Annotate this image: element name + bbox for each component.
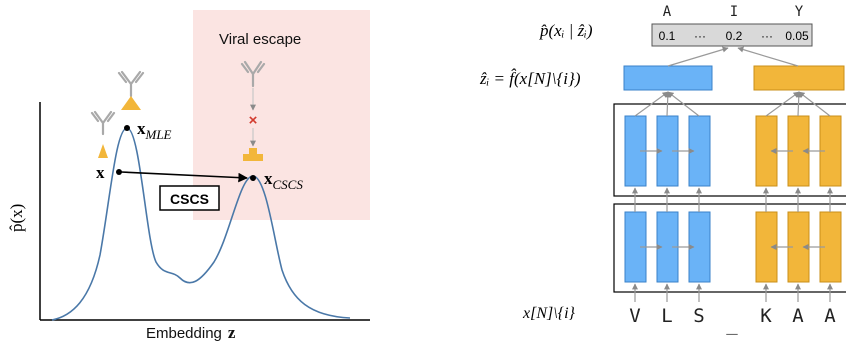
- output-ellipsis: ···: [694, 29, 706, 43]
- antigen-cscs-icon: [243, 148, 263, 161]
- lstm-layer-1-cells: [624, 211, 842, 283]
- output-distribution-box: [651, 23, 813, 47]
- connector-arrow: [667, 46, 729, 67]
- z-hat-blue-embedding: [623, 65, 713, 91]
- input-token: K: [760, 305, 772, 327]
- output-value: 0.2: [726, 29, 743, 43]
- prob-label: p̂(xᵢ | ẑᵢ): [539, 21, 593, 40]
- escape-mark-icon: ×: [249, 112, 258, 129]
- point-x: [116, 169, 122, 175]
- vertical-arrows: [632, 91, 833, 212]
- lstm-layer-2-cells: [624, 115, 842, 187]
- input-arrows: [632, 283, 833, 302]
- viral-escape-label: Viral escape: [219, 31, 301, 48]
- z-hat-orange-embedding: [753, 65, 845, 91]
- input-token: L: [661, 305, 672, 327]
- input-token: A: [824, 305, 836, 327]
- label-x: x: [96, 163, 105, 182]
- antibody-icon: [90, 110, 116, 136]
- input-label: x[N]\{i}: [522, 305, 576, 322]
- label-x-mle: xMLE: [137, 119, 172, 142]
- cscs-method-box: [159, 185, 220, 211]
- viral-escape-region: [193, 10, 370, 220]
- output-ellipsis: ···: [761, 29, 773, 43]
- z-hat-label: ẑᵢ = f̂(x[N]\{i}): [479, 68, 581, 88]
- lstm-layer-1-frame: [613, 203, 846, 293]
- cscs-method-label: CSCS: [170, 191, 209, 207]
- input-token: S: [693, 305, 704, 327]
- label-x-cscs: xCSCS: [264, 169, 303, 192]
- recurrent-arrows: [640, 148, 825, 250]
- antigen-x-icon: [98, 144, 108, 158]
- connector-arrow: [737, 46, 799, 67]
- lstm-layer-2-frame: [613, 103, 846, 197]
- antibody-icon: [117, 70, 145, 98]
- y-axis-label: p̂(x): [7, 204, 26, 232]
- antibody-icon: [240, 60, 266, 88]
- output-value: 0.05: [785, 29, 809, 43]
- point-mle: [124, 125, 130, 131]
- cscs-arrow: [120, 171, 248, 183]
- output-letter-y: Y: [795, 4, 804, 20]
- input-token: A: [792, 305, 804, 327]
- input-token: V: [629, 305, 640, 327]
- antigen-mle-icon: [121, 96, 141, 110]
- output-value: 0.1: [659, 29, 676, 43]
- input-token-masked: _: [726, 313, 738, 335]
- density-curve: [51, 127, 351, 321]
- output-letter-i: I: [730, 4, 738, 20]
- x-axis-label: Embedding z: [146, 323, 236, 341]
- output-letter-a: A: [663, 4, 672, 20]
- point-cscs: [250, 175, 256, 181]
